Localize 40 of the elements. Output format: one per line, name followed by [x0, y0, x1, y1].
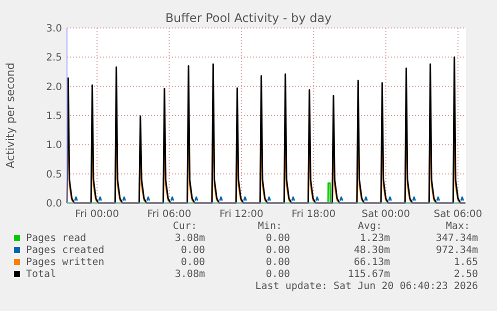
- legend-label: Total: [26, 269, 56, 280]
- text: 0.00: [266, 233, 290, 244]
- y-tick-label: 3.0: [46, 24, 62, 34]
- text: Min:: [258, 221, 282, 232]
- text: 48.30m: [354, 245, 390, 256]
- text: 1.23m: [360, 233, 390, 244]
- text: 66.13m: [354, 257, 390, 268]
- text: 0.00: [180, 257, 205, 268]
- text: Last update: Sat Jun 20 06:40:23 2026: [255, 281, 478, 292]
- text: Max:: [446, 221, 470, 232]
- y-tick-label: 0.5: [46, 169, 62, 180]
- legend-label: Pages written: [26, 257, 104, 268]
- text: 2.50: [454, 269, 478, 280]
- y-tick-label: 2.5: [46, 52, 62, 64]
- text: Cur:: [172, 221, 197, 232]
- chart-title: Buffer Pool Activity - by day: [165, 11, 332, 25]
- y-tick-label: 2.0: [46, 82, 62, 93]
- text: 115.67m: [348, 269, 390, 280]
- x-tick-label: Sat 06:00: [434, 209, 482, 220]
- text: 3.08m: [174, 269, 205, 280]
- x-tick-label: Fri 00:00: [75, 209, 120, 220]
- y-tick-label: 0.0: [46, 198, 62, 210]
- x-tick-label: Fri 18:00: [292, 209, 336, 220]
- text: 3.08m: [174, 233, 205, 244]
- x-tick-label: Fri 12:00: [219, 209, 264, 220]
- text: 0.00: [266, 257, 290, 268]
- y-tick-label: 1.0: [46, 140, 62, 152]
- legend-label: Pages read: [26, 233, 86, 244]
- text: 347.34m: [436, 233, 478, 244]
- text: 0.00: [180, 245, 205, 256]
- text: Avg:: [358, 221, 382, 232]
- x-tick-label: Sat 00:00: [362, 209, 410, 220]
- text: 0.00: [266, 245, 290, 256]
- text: 972.34m: [436, 245, 478, 256]
- legend-label: Pages created: [26, 245, 104, 256]
- x-tick-label: Fri 06:00: [147, 209, 192, 220]
- text: 1.65: [454, 257, 478, 268]
- y-axis-title: Activity per second: [4, 62, 17, 168]
- text: 0.00: [266, 269, 290, 280]
- y-tick-label: 1.5: [46, 111, 62, 122]
